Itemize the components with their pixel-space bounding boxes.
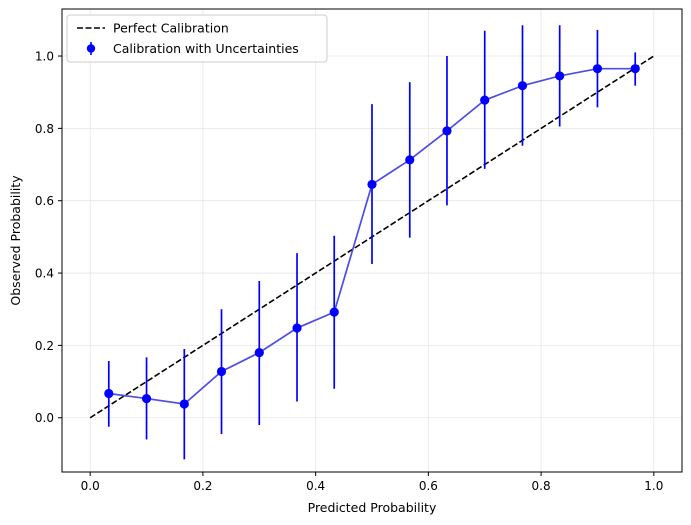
legend-marker-point: [86, 44, 96, 53]
y-tick-label: 1.0: [35, 50, 54, 64]
calibration-point: [555, 71, 565, 81]
calibration-point: [141, 393, 152, 404]
x-tick-label: 0.6: [419, 479, 438, 493]
plot-area-frame: [61, 8, 683, 473]
legend-label-calibration-uncertainties: Calibration with Uncertainties: [113, 41, 299, 56]
calibration-point: [179, 399, 189, 409]
legend: Perfect Calibration Calibration with Unc…: [66, 14, 328, 63]
legend-label-perfect-calibration: Perfect Calibration: [113, 21, 229, 36]
y-axis-ticks: 0.0 0.2 0.4 0.6 0.8 1.0: [35, 50, 62, 425]
calibration-point: [104, 388, 114, 399]
calibration-point: [329, 307, 339, 317]
x-axis-label: Predicted Probability: [308, 500, 437, 515]
legend-box: [66, 14, 328, 63]
calibration-point: [480, 95, 490, 105]
y-tick-label: 0.2: [35, 339, 54, 353]
x-tick-label: 0.8: [532, 479, 551, 493]
x-tick-label: 0.2: [193, 479, 212, 493]
calibration-point: [517, 81, 528, 91]
x-tick-label: 0.0: [81, 479, 100, 493]
y-tick-label: 0.4: [35, 267, 54, 281]
calibration-point: [630, 64, 640, 74]
calibration-point: [367, 179, 377, 190]
calibration-point: [216, 366, 227, 377]
x-tick-label: 1.0: [644, 479, 663, 493]
calibration-point: [292, 323, 302, 333]
calibration-point: [405, 155, 415, 165]
calibration-point: [592, 64, 603, 74]
x-tick-label: 0.4: [306, 479, 325, 493]
y-tick-label: 0.6: [35, 194, 54, 208]
y-tick-label: 0.8: [35, 122, 54, 136]
calibration-points: [104, 64, 640, 409]
calibration-point: [254, 348, 264, 358]
calibration-point: [442, 126, 452, 136]
y-tick-label: 0.0: [35, 411, 54, 425]
y-axis-label: Observed Probability: [8, 175, 23, 306]
x-axis-ticks: 0.0 0.2 0.4 0.6 0.8 1.0: [81, 472, 663, 493]
